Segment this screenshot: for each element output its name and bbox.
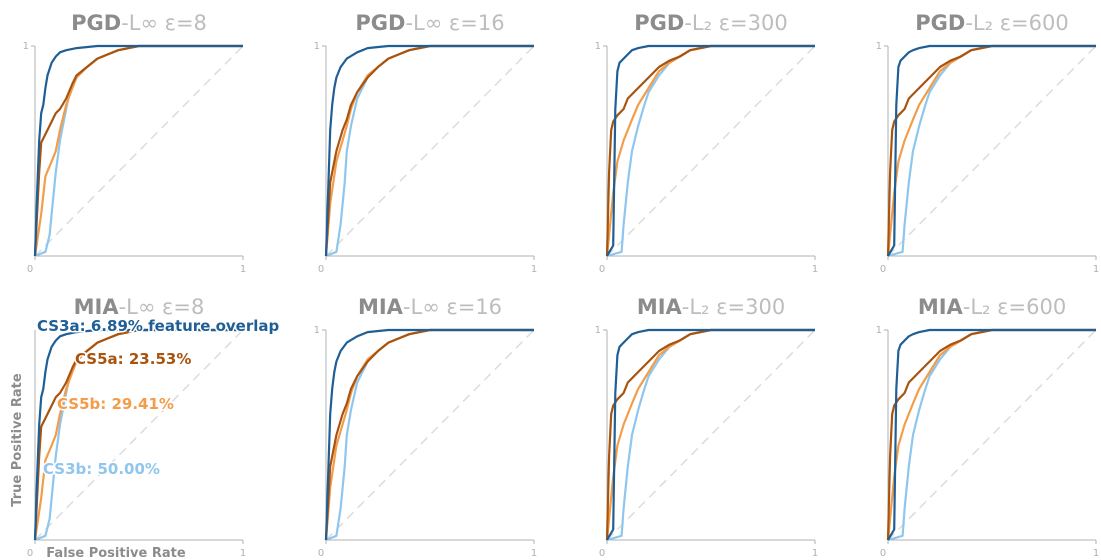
y-tick-label: 1 — [314, 41, 320, 52]
panel-title-setting: -L∞ ε=16 — [403, 295, 502, 319]
annotation-cs3b: CS3b: 50.00% — [43, 460, 160, 478]
panel-title-setting: -L₂ ε=300 — [682, 295, 785, 319]
chance-diagonal — [34, 329, 244, 541]
x-tick-label: 1 — [531, 264, 537, 275]
roc-curve-cs5a — [605, 328, 815, 541]
roc-curve-cs3b — [606, 328, 815, 542]
roc-curve-cs5a — [324, 328, 534, 541]
roc-curve-cs3a — [887, 328, 1096, 541]
roc-panel: MIA-L₂ ε=300 0 1 1 — [595, 295, 819, 559]
x-tick-label: 0 — [318, 548, 324, 559]
x-tick-label: 1 — [531, 548, 537, 559]
roc-curve-cs3a — [324, 44, 534, 257]
x-tick-label: 1 — [240, 264, 246, 275]
chance-diagonal — [887, 45, 1097, 257]
panel-title: PGD-L₂ ε=300 — [634, 11, 787, 35]
roc-curve-cs3a — [606, 44, 815, 257]
x-tick-label: 0 — [599, 548, 605, 559]
panel-title: MIA-L∞ ε=8 — [74, 295, 205, 319]
x-tick-label: 0 — [599, 264, 605, 275]
roc-curve-cs3a — [606, 328, 815, 541]
chance-diagonal — [325, 329, 535, 541]
roc-panel: MIA-L₂ ε=600 0 1 1 — [876, 295, 1100, 559]
panel-title: MIA-L₂ ε=300 — [637, 295, 785, 319]
roc-panel: PGD-L∞ ε=8 0 1 1 — [23, 11, 247, 275]
x-tick-label: 1 — [812, 264, 818, 275]
roc-curve-cs3a — [887, 44, 1096, 257]
x-tick-label: 0 — [27, 264, 33, 275]
panel-title-method: MIA — [637, 295, 683, 319]
x-tick-label: 0 — [27, 548, 33, 559]
panel-title-method: MIA — [358, 295, 404, 319]
x-tick-label: 0 — [318, 264, 324, 275]
roc-curve-cs3b — [887, 44, 1096, 258]
panel-title-method: MIA — [918, 295, 964, 319]
panel-title-setting: -L₂ ε=600 — [963, 295, 1066, 319]
panel-title-setting: -L∞ ε=8 — [121, 11, 207, 35]
roc-curve-cs3b — [606, 44, 815, 258]
roc-curve-cs3a — [33, 328, 243, 541]
x-tick-label: 1 — [812, 548, 818, 559]
panel-title-setting: -L₂ ε=600 — [965, 11, 1068, 35]
x-tick-label: 1 — [1093, 264, 1099, 275]
y-tick-label: 1 — [595, 41, 601, 52]
chance-diagonal — [606, 329, 816, 541]
panel-title-setting: -L₂ ε=300 — [684, 11, 787, 35]
x-axis-title: False Positive Rate — [46, 546, 186, 560]
annotation-cs3a: CS3a: 6.89% feature overlap — [37, 317, 280, 335]
roc-curve-cs3a — [324, 328, 534, 541]
chance-diagonal — [325, 45, 535, 257]
roc-curve-cs5b — [324, 328, 534, 541]
chance-diagonal — [887, 329, 1097, 541]
roc-panel: PGD-L₂ ε=600 0 1 1 — [876, 11, 1100, 275]
x-tick-label: 0 — [880, 548, 886, 559]
roc-curve-cs5a — [33, 328, 243, 541]
panel-title-method: MIA — [74, 295, 120, 319]
y-tick-label: 1 — [23, 41, 29, 52]
panel-title-method: PGD — [71, 11, 121, 35]
y-tick-label: 1 — [314, 325, 320, 336]
y-tick-label: 1 — [595, 325, 601, 336]
panel-title-setting: -L∞ ε=16 — [405, 11, 504, 35]
roc-curve-cs5a — [324, 44, 534, 257]
roc-curve-cs3b — [325, 328, 534, 542]
panel-title-method: PGD — [355, 11, 405, 35]
roc-curve-cs5b — [605, 328, 815, 541]
panel-title-method: PGD — [915, 11, 965, 35]
roc-curve-cs5b — [605, 44, 815, 257]
panel-title: PGD-L₂ ε=600 — [915, 11, 1068, 35]
roc-curve-cs5b — [324, 44, 534, 257]
panel-title: PGD-L∞ ε=8 — [71, 11, 207, 35]
roc-curve-cs5a — [33, 44, 243, 257]
panel-title: PGD-L∞ ε=16 — [355, 11, 504, 35]
roc-panel: PGD-L∞ ε=16 0 1 1 — [314, 11, 538, 275]
x-tick-label: 1 — [240, 548, 246, 559]
panel-title-setting: -L∞ ε=8 — [119, 295, 205, 319]
x-tick-label: 0 — [880, 264, 886, 275]
roc-curve-cs5b — [886, 328, 1096, 541]
roc-curve-cs5a — [886, 328, 1096, 541]
annotation-cs5a: CS5a: 23.53% — [75, 350, 191, 368]
annotation-cs5b: CS5b: 29.41% — [57, 395, 174, 413]
chance-diagonal — [606, 45, 816, 257]
roc-panel: MIA-L∞ ε=8 0 1 — [27, 295, 246, 559]
roc-panel: PGD-L₂ ε=300 0 1 1 — [595, 11, 819, 275]
y-axis-title: True Positive Rate — [10, 373, 25, 507]
roc-curve-cs5a — [605, 44, 815, 257]
roc-curve-cs5a — [886, 44, 1096, 257]
roc-curve-cs3b — [887, 328, 1096, 542]
y-tick-label: 1 — [876, 41, 882, 52]
chance-diagonal — [34, 45, 244, 257]
roc-panel: MIA-L∞ ε=16 0 1 1 — [314, 295, 538, 559]
roc-curve-cs3b — [325, 44, 534, 258]
panel-title: MIA-L₂ ε=600 — [918, 295, 1066, 319]
y-tick-label: 1 — [876, 325, 882, 336]
panel-title-method: PGD — [634, 11, 684, 35]
x-tick-label: 1 — [1093, 548, 1099, 559]
roc-curve-cs5b — [886, 44, 1096, 257]
panel-title: MIA-L∞ ε=16 — [358, 295, 502, 319]
roc-curve-cs3a — [33, 44, 243, 257]
